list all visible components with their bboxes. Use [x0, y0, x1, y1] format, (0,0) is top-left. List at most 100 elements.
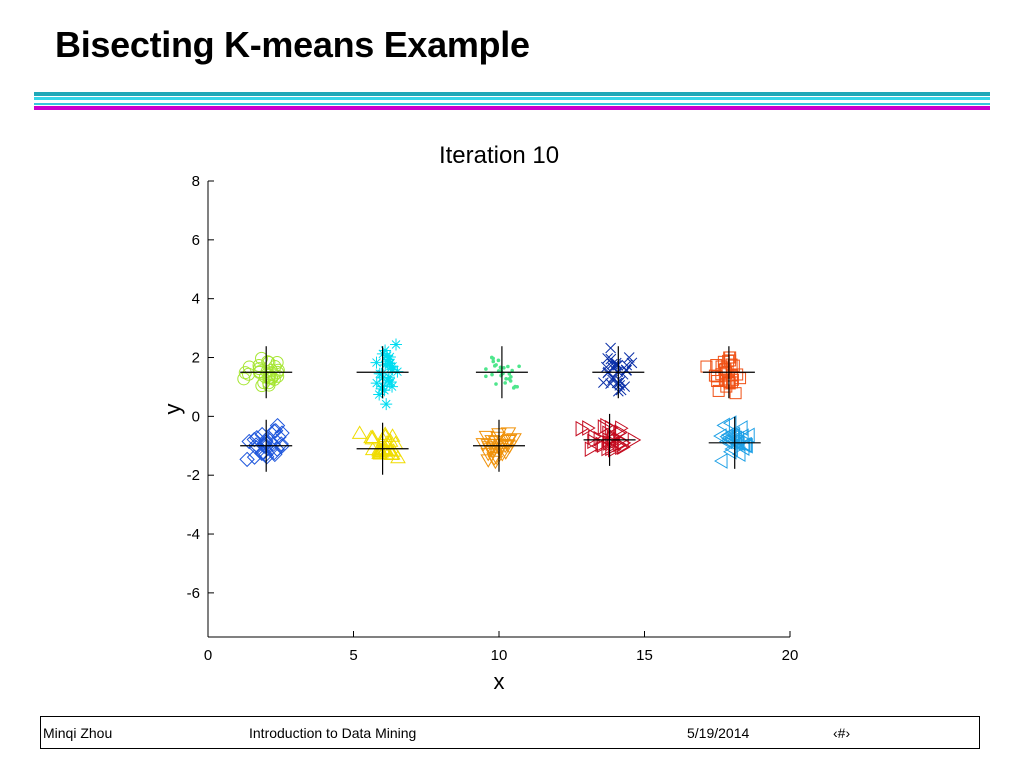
- data-point: [373, 367, 386, 380]
- data-point: [517, 364, 521, 369]
- data-point: [370, 356, 383, 369]
- x-tick-label: 10: [491, 647, 508, 664]
- data-point: [614, 424, 628, 441]
- data-point: [729, 387, 742, 400]
- data-point: [386, 380, 399, 393]
- data-point: [478, 430, 495, 445]
- data-point: [623, 352, 635, 363]
- data-point: [582, 420, 596, 436]
- data-point: [724, 354, 737, 367]
- data-point: [385, 443, 402, 457]
- x-tick-label: 20: [782, 647, 799, 664]
- data-point: [266, 444, 283, 461]
- data-point: [712, 384, 725, 397]
- y-tick-label: 8: [192, 173, 200, 190]
- data-point: [716, 417, 730, 434]
- cluster-10-points: [713, 415, 755, 469]
- y-axis-label: y: [160, 404, 185, 415]
- data-point: [377, 426, 394, 440]
- data-point: [383, 376, 396, 389]
- data-point: [593, 430, 608, 447]
- data-point: [610, 360, 622, 371]
- data-point: [386, 363, 399, 376]
- cluster-2-points: [370, 338, 404, 411]
- x-axis-label: x: [494, 669, 505, 694]
- data-point: [270, 356, 284, 370]
- data-point: [731, 446, 746, 463]
- cluster-6-points: [239, 417, 290, 468]
- data-point: [502, 366, 506, 370]
- data-point: [595, 436, 609, 453]
- cluster-7-points: [351, 425, 406, 464]
- chart-title: Iteration 10: [439, 142, 559, 169]
- data-point: [364, 429, 381, 444]
- data-point: [501, 433, 518, 448]
- data-point: [390, 338, 403, 351]
- data-point: [490, 431, 506, 446]
- data-point: [605, 342, 616, 354]
- data-point: [262, 378, 276, 392]
- data-point: [269, 417, 286, 434]
- data-point: [710, 359, 723, 372]
- data-point: [720, 427, 735, 443]
- data-point: [384, 428, 401, 442]
- data-point: [372, 446, 389, 460]
- data-point: [509, 375, 513, 379]
- data-point: [621, 359, 633, 371]
- footer-course: Introduction to Data Mining: [249, 725, 417, 741]
- data-point: [265, 436, 282, 452]
- title-rule-magenta: [34, 106, 990, 110]
- y-tick-label: -6: [187, 585, 200, 602]
- data-point: [602, 353, 613, 364]
- x-tick-label: 0: [204, 647, 212, 664]
- data-point: [384, 360, 397, 373]
- data-point: [734, 420, 748, 436]
- data-point: [255, 379, 269, 393]
- footer-date: 5/19/2014: [687, 725, 750, 741]
- data-point: [510, 368, 514, 373]
- cluster-4-points: [598, 342, 638, 397]
- data-point: [252, 362, 266, 376]
- data-point: [575, 420, 590, 437]
- data-point: [242, 367, 256, 381]
- data-point: [617, 368, 629, 380]
- x-tick-label: 5: [349, 647, 357, 664]
- data-point: [504, 376, 508, 381]
- data-point: [375, 382, 388, 395]
- data-point: [255, 351, 269, 365]
- data-point: [379, 344, 392, 357]
- data-point: [480, 454, 497, 468]
- data-point: [390, 449, 406, 464]
- footer-author: Minqi Zhou: [43, 725, 113, 741]
- data-point: [500, 435, 517, 449]
- data-point: [713, 428, 727, 444]
- slide-footer: Minqi Zhou Introduction to Data Mining 5…: [40, 716, 980, 749]
- data-point: [714, 453, 728, 469]
- data-point: [373, 388, 386, 401]
- data-point: [507, 372, 512, 376]
- data-point: [497, 446, 514, 460]
- data-point: [274, 425, 290, 441]
- data-point: [605, 353, 617, 365]
- y-tick-label: 2: [192, 350, 200, 367]
- centroids: [240, 346, 761, 475]
- data-point: [737, 437, 751, 453]
- slide-title: Bisecting K-means Example: [55, 24, 530, 65]
- data-point: [496, 358, 501, 363]
- data-point: [273, 436, 289, 452]
- data-point: [382, 353, 395, 366]
- data-point: [246, 431, 263, 448]
- data-point: [500, 427, 517, 441]
- y-tick-label: -2: [187, 467, 200, 484]
- data-point: [615, 375, 626, 387]
- data-point: [604, 419, 619, 436]
- data-point: [722, 443, 737, 460]
- cluster-8-points: [475, 427, 522, 470]
- data-point: [719, 362, 732, 375]
- y-tick-label: -4: [187, 526, 200, 543]
- data-point: [722, 415, 737, 432]
- data-point: [515, 384, 519, 389]
- title-rule-teal: [34, 92, 990, 96]
- data-point: [508, 379, 513, 383]
